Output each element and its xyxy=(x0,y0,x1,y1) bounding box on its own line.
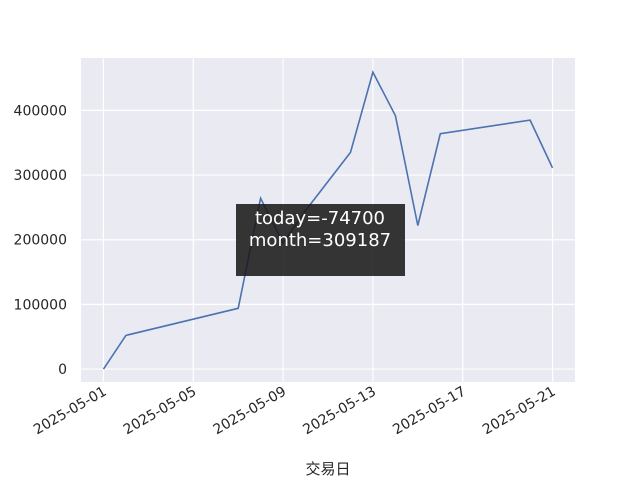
x-tick-label: 2025-05-01 xyxy=(31,384,109,439)
tooltip-box xyxy=(236,204,405,276)
line-series xyxy=(102,70,554,370)
x-tick-label: 2025-05-13 xyxy=(300,384,378,439)
y-tick-label: 100000 xyxy=(14,297,67,313)
x-tick-label: 2025-05-09 xyxy=(211,384,289,439)
x-tick-label: 2025-05-21 xyxy=(480,384,558,439)
y-tick-label: 300000 xyxy=(14,168,67,184)
tooltip-text: today=-74700 xyxy=(255,208,385,229)
x-tick-label: 2025-05-17 xyxy=(390,384,468,439)
x-tick-label: 2025-05-05 xyxy=(121,384,199,439)
y-tick-label: 200000 xyxy=(14,233,67,249)
tooltip-text: month=309187 xyxy=(249,230,391,251)
x-axis-label: 交易日 xyxy=(305,460,350,478)
y-tick-label: 400000 xyxy=(14,103,67,119)
y-tick-label: 0 xyxy=(58,362,67,378)
